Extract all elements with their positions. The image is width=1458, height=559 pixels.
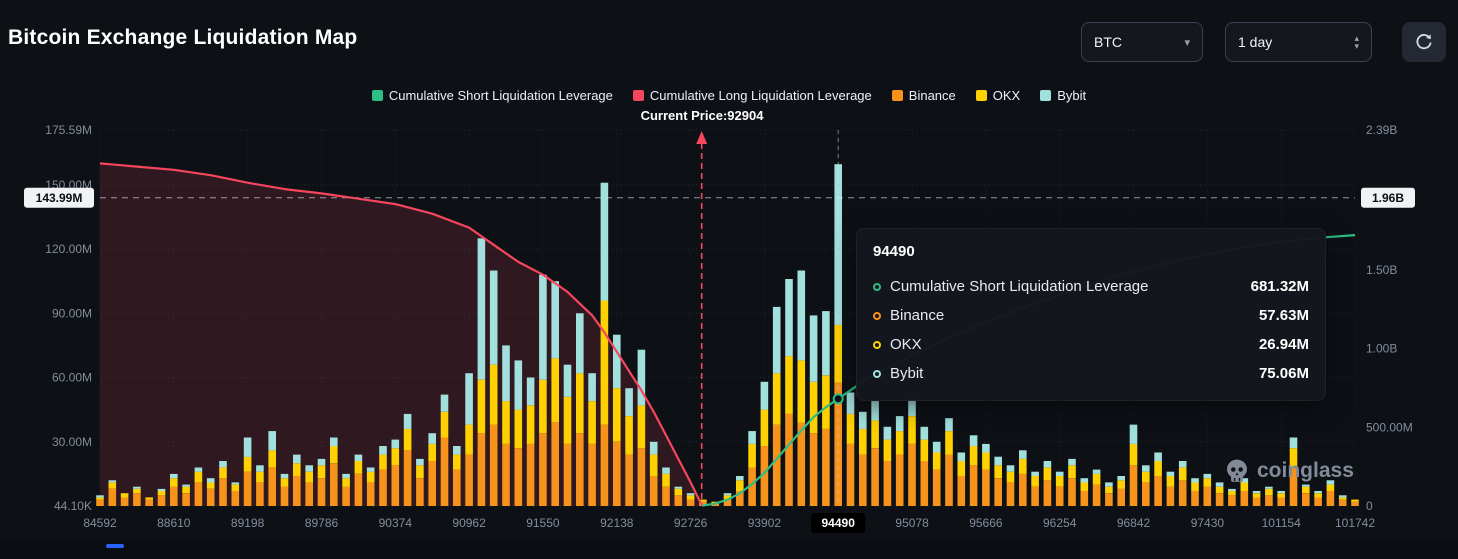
legend-swatch-icon (975, 90, 987, 101)
chart-tooltip: 94490 Cumulative Short Liquidation Lever… (856, 228, 1326, 401)
legend-item-cumulative-short-liquidation-leverage[interactable]: Cumulative Short Liquidation Leverage (371, 88, 613, 103)
chart-legend: Cumulative Short Liquidation Leverage Cum… (0, 88, 1458, 103)
legend-swatch-icon (371, 90, 383, 101)
svg-text:1.00B: 1.00B (1366, 342, 1397, 356)
legend-label: Cumulative Short Liquidation Leverage (388, 88, 613, 103)
svg-text:92138: 92138 (600, 516, 634, 530)
svg-text:500.00M: 500.00M (1366, 420, 1413, 434)
svg-text:88610: 88610 (157, 516, 191, 530)
current-price-label: Current Price:92904 (640, 108, 764, 123)
series-dot-icon (873, 282, 881, 291)
legend-item-bybit[interactable]: Bybit (1040, 88, 1086, 103)
coinglass-watermark: coinglass (1224, 458, 1354, 484)
svg-text:91550: 91550 (526, 516, 560, 530)
coinglass-logo-icon (1227, 459, 1247, 482)
legend-swatch-icon (632, 90, 644, 101)
svg-text:92726: 92726 (674, 516, 708, 530)
stepper-up-icon: ▴ (1354, 33, 1359, 43)
svg-text:90962: 90962 (452, 516, 486, 530)
svg-text:95078: 95078 (895, 516, 929, 530)
stepper-down-icon: ▾ (1354, 41, 1359, 51)
tooltip-series-value: 26.94M (1258, 336, 1309, 353)
svg-text:93902: 93902 (748, 516, 782, 530)
tooltip-row: OKX 26.94M (873, 330, 1309, 359)
legend-label: OKX (992, 88, 1021, 103)
tooltip-row: Binance 57.63M (873, 301, 1309, 330)
refresh-button[interactable] (1402, 22, 1446, 62)
svg-text:89198: 89198 (231, 516, 265, 530)
svg-text:0: 0 (1366, 499, 1373, 513)
svg-text:96842: 96842 (1117, 516, 1151, 530)
tooltip-series-name: Cumulative Short Liquidation Leverage (890, 278, 1149, 295)
symbol-select-value: BTC (1094, 34, 1122, 50)
svg-text:101154: 101154 (1262, 516, 1301, 530)
svg-text:96254: 96254 (1043, 516, 1077, 530)
legend-label: Cumulative Long Liquidation Leverage (649, 88, 872, 103)
tooltip-title: 94490 (873, 243, 915, 260)
svg-text:84592: 84592 (83, 516, 117, 530)
chevron-down-icon: ▾ (1184, 36, 1190, 49)
svg-text:1.96B: 1.96B (1372, 191, 1404, 205)
svg-text:90374: 90374 (379, 516, 413, 530)
tooltip-series-value: 57.63M (1258, 307, 1309, 324)
tooltip-series-value: 75.06M (1258, 365, 1309, 382)
legend-item-cumulative-long-liquidation-leverage[interactable]: Cumulative Long Liquidation Leverage (632, 88, 872, 103)
symbol-select[interactable]: BTC ▾ (1081, 22, 1203, 62)
legend-swatch-icon (1040, 90, 1052, 101)
svg-text:101742: 101742 (1335, 516, 1375, 530)
chart-scrollbar-track[interactable] (0, 539, 1458, 559)
series-dot-icon (873, 340, 881, 349)
tooltip-series-value: 681.32M (1250, 278, 1309, 295)
series-dot-icon (873, 369, 881, 378)
legend-label: Bybit (1057, 88, 1087, 103)
svg-text:1.50B: 1.50B (1366, 263, 1397, 277)
tooltip-row: Bybit 75.06M (873, 359, 1309, 388)
svg-text:90.00M: 90.00M (52, 306, 92, 320)
interval-select-value: 1 day (1238, 34, 1273, 50)
svg-text:2.39B: 2.39B (1366, 123, 1397, 137)
svg-text:95666: 95666 (969, 516, 1003, 530)
legend-swatch-icon (891, 90, 903, 101)
svg-text:89786: 89786 (305, 516, 339, 530)
interval-select[interactable]: 1 day ▴ ▾ (1225, 22, 1372, 62)
svg-text:94490: 94490 (822, 516, 856, 530)
tooltip-series-name: OKX (890, 336, 922, 353)
svg-text:143.99M: 143.99M (36, 191, 83, 205)
stepper-icons: ▴ ▾ (1354, 33, 1359, 51)
svg-text:30.00M: 30.00M (52, 435, 92, 449)
tooltip-row: Cumulative Short Liquidation Leverage 681… (873, 272, 1309, 301)
tooltip-series-name: Bybit (890, 365, 924, 382)
series-dot-icon (873, 311, 881, 320)
tooltip-series-name: Binance (890, 307, 945, 324)
svg-text:44.10K: 44.10K (54, 499, 92, 513)
page-title: Bitcoin Exchange Liquidation Map (8, 26, 358, 49)
legend-label: Binance (908, 88, 956, 103)
chart-scrollbar-thumb[interactable] (106, 544, 124, 548)
svg-text:60.00M: 60.00M (52, 371, 92, 385)
coinglass-logo-text: coinglass (1257, 459, 1354, 482)
svg-text:97430: 97430 (1191, 516, 1225, 530)
svg-text:175.59M: 175.59M (45, 123, 92, 137)
legend-item-binance[interactable]: Binance (891, 88, 956, 103)
legend-item-okx[interactable]: OKX (975, 88, 1021, 103)
svg-text:120.00M: 120.00M (45, 242, 92, 256)
refresh-icon (1416, 34, 1432, 50)
